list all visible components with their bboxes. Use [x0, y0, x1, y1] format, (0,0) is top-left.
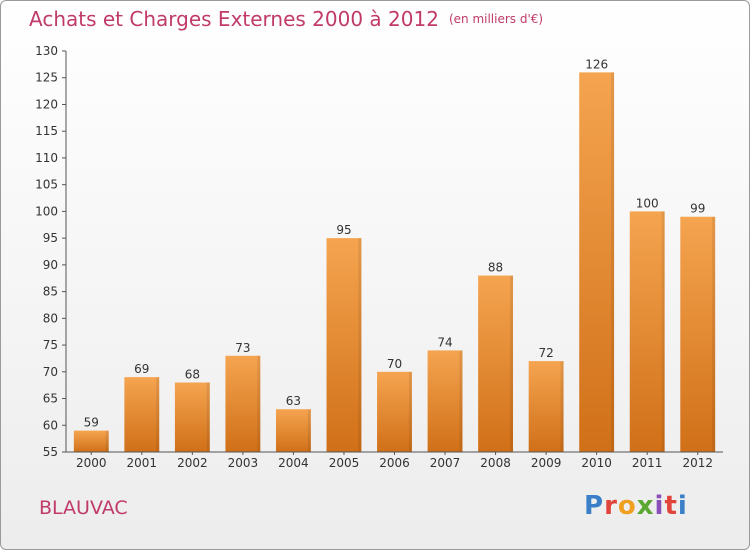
- proxiti-logo: Proxiti: [584, 491, 688, 521]
- data-label-2010: 126: [585, 57, 608, 71]
- y-tick-label-95: 95: [43, 231, 58, 245]
- logo-letter: t: [664, 491, 678, 521]
- data-label-2004: 63: [286, 394, 301, 408]
- bar-2000: [73, 430, 109, 452]
- bar-2003: [225, 355, 261, 452]
- data-label-2007: 74: [437, 335, 452, 349]
- bar-shade-2012: [712, 216, 716, 452]
- logo-letter: x: [636, 491, 655, 521]
- y-tick-label-60: 60: [43, 418, 58, 432]
- bar-2012: [680, 216, 716, 452]
- x-tick-label-2003: 2003: [228, 456, 259, 470]
- data-label-2003: 73: [235, 341, 250, 355]
- bar-shade-2008: [510, 275, 514, 452]
- y-tick-label-120: 120: [35, 97, 58, 111]
- bar-2009: [528, 361, 564, 452]
- bar-shade-2007: [459, 350, 463, 452]
- data-label-2009: 72: [538, 346, 553, 360]
- bar-shade-2003: [257, 355, 261, 452]
- y-tick-label-75: 75: [43, 338, 58, 352]
- logo-letter: i: [677, 491, 688, 521]
- data-label-2012: 99: [690, 202, 705, 216]
- bar-2011: [629, 211, 665, 452]
- logo-letter: i: [654, 491, 665, 521]
- x-tick-label-2011: 2011: [632, 456, 663, 470]
- data-label-2011: 100: [636, 196, 659, 210]
- chart-unit-label: (en milliers d'€): [448, 12, 544, 26]
- bar-shade-2000: [105, 430, 109, 452]
- y-tick-label-115: 115: [35, 124, 58, 138]
- y-tick-label-90: 90: [43, 258, 58, 272]
- x-tick-label-2009: 2009: [531, 456, 562, 470]
- bars-group: 59 69 68 73 63 95 70 74 88 72 126 100 99: [73, 57, 716, 453]
- bar-shade-2006: [408, 371, 412, 452]
- bar-2006: [377, 371, 412, 452]
- data-label-2006: 70: [387, 357, 402, 371]
- bar-2002: [174, 382, 210, 452]
- logo-letter: o: [617, 491, 637, 521]
- data-label-2008: 88: [488, 261, 503, 275]
- bar-shade-2002: [206, 382, 210, 452]
- chart-title-text: Achats et Charges Externes 2000 à 2012: [29, 7, 439, 31]
- axes-group: 2000 2001 2002 2003 2004 2005 2006 2007 2008 2009…: [35, 44, 723, 470]
- x-tick-label-2002: 2002: [177, 456, 208, 470]
- place-name: BLAUVAC: [39, 497, 128, 519]
- y-tick-label-130: 130: [35, 44, 58, 58]
- y-tick-label-70: 70: [43, 365, 58, 379]
- logo-letter: P: [584, 491, 605, 521]
- bar-shade-2009: [560, 361, 564, 452]
- data-label-2002: 68: [185, 367, 200, 381]
- x-tick-label-2012: 2012: [682, 456, 713, 470]
- x-tick-label-2005: 2005: [329, 456, 360, 470]
- bar-2005: [326, 238, 362, 452]
- bar-shade-2004: [307, 409, 311, 452]
- x-tick-label-2007: 2007: [430, 456, 461, 470]
- bar-shade-2011: [661, 211, 665, 452]
- y-tick-label-105: 105: [35, 178, 58, 192]
- y-tick-label-65: 65: [43, 392, 58, 406]
- bar-shade-2005: [358, 238, 362, 452]
- bar-2001: [124, 377, 160, 452]
- data-label-2000: 59: [84, 416, 99, 430]
- x-tick-label-2004: 2004: [278, 456, 309, 470]
- bar-shade-2010: [611, 72, 615, 453]
- y-tick-label-85: 85: [43, 285, 58, 299]
- x-tick-label-2010: 2010: [581, 456, 612, 470]
- x-tick-label-2006: 2006: [379, 456, 410, 470]
- y-tick-label-100: 100: [35, 204, 58, 218]
- x-tick-label-2008: 2008: [480, 456, 511, 470]
- y-tick-label-55: 55: [43, 445, 58, 459]
- bar-2007: [427, 350, 463, 452]
- bar-2008: [478, 275, 514, 452]
- y-tick-label-80: 80: [43, 311, 58, 325]
- bar-shade-2001: [156, 377, 160, 452]
- y-tick-label-125: 125: [35, 71, 58, 85]
- bar-2004: [275, 409, 311, 452]
- y-tick-label-110: 110: [35, 151, 58, 165]
- chart-title: Achats et Charges Externes 2000 à 2012 (e…: [29, 7, 543, 31]
- data-label-2001: 69: [134, 362, 149, 376]
- x-tick-label-2000: 2000: [76, 456, 107, 470]
- logo-letter: r: [604, 491, 618, 521]
- bar-2010: [579, 72, 615, 453]
- data-label-2005: 95: [336, 223, 351, 237]
- x-tick-label-2001: 2001: [127, 456, 158, 470]
